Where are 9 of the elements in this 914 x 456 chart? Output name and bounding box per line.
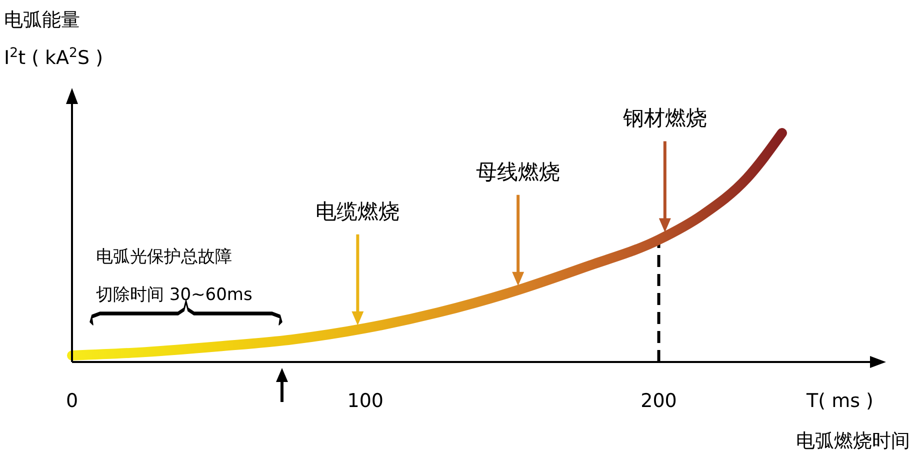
annotation: 母线燃烧 (476, 160, 560, 184)
y-axis-title: 电弧能量 I$^{2}$t ( kA$^{2}$S ) (4, 9, 104, 69)
x-tick-label: 100 (347, 390, 384, 412)
text: 钢材燃烧 (622, 106, 707, 130)
annotation: 电缆燃烧 (316, 199, 400, 224)
x-tick-label: 200 (640, 390, 677, 412)
x-axis-title: T( ms ) 电弧燃烧时间 (796, 390, 910, 452)
x-tick-label: 0 (66, 390, 78, 412)
annotation: 电弧光保护总故障切除时间 30~60ms (96, 247, 252, 305)
